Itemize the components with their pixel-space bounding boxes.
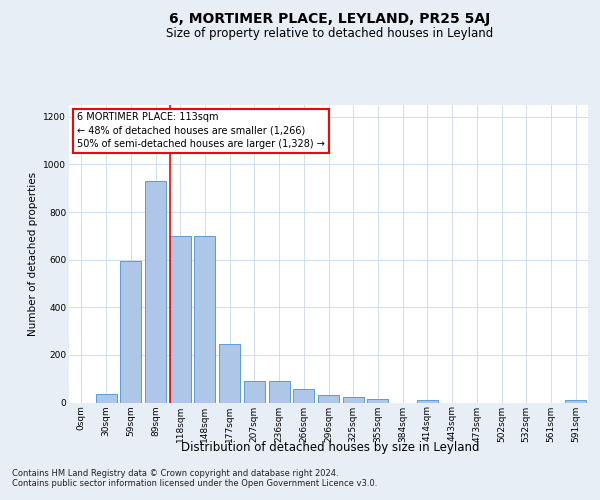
Bar [170,236,191,402]
Text: 6, MORTIMER PLACE, LEYLAND, PR25 5AJ: 6, MORTIMER PLACE, LEYLAND, PR25 5AJ [169,12,491,26]
Text: Contains HM Land Registry data © Crown copyright and database right 2024.
Contai: Contains HM Land Registry data © Crown c… [12,469,377,488]
Bar [293,390,314,402]
Bar [244,381,265,402]
Bar [343,396,364,402]
Text: 6 MORTIMER PLACE: 113sqm
← 48% of detached houses are smaller (1,266)
50% of sem: 6 MORTIMER PLACE: 113sqm ← 48% of detach… [77,112,325,149]
Y-axis label: Number of detached properties: Number of detached properties [28,172,38,336]
Bar [120,261,141,402]
Bar [269,381,290,402]
Bar [318,396,339,402]
Bar [367,399,388,402]
Text: Distribution of detached houses by size in Leyland: Distribution of detached houses by size … [181,441,479,454]
Bar [219,344,240,403]
Bar [95,394,116,402]
Bar [417,400,438,402]
Bar [145,181,166,402]
Text: Size of property relative to detached houses in Leyland: Size of property relative to detached ho… [166,28,494,40]
Bar [194,236,215,402]
Bar [565,400,586,402]
